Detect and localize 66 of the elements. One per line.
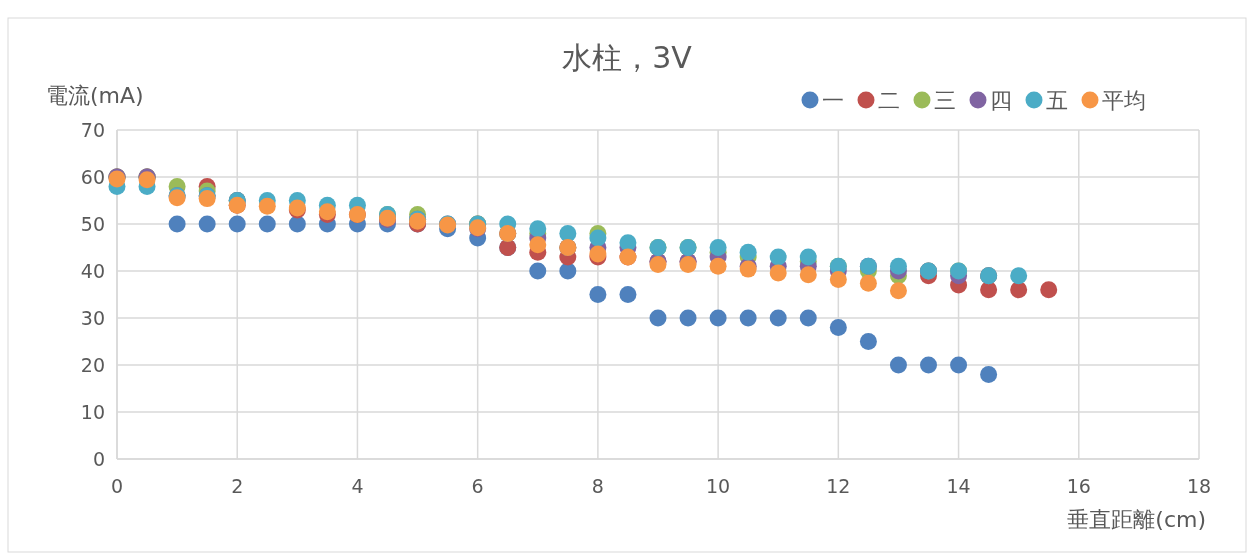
- point: [679, 309, 697, 327]
- point: [769, 309, 787, 327]
- point: [889, 257, 907, 275]
- y-tick-label: 30: [80, 307, 105, 329]
- point: [529, 262, 547, 280]
- x-tick-label: 14: [946, 475, 971, 497]
- point: [258, 215, 276, 233]
- y-tick-label: 0: [92, 448, 105, 470]
- point: [799, 266, 817, 284]
- point: [889, 282, 907, 300]
- x-tick-label: 16: [1066, 475, 1091, 497]
- point: [1040, 281, 1058, 299]
- point: [228, 215, 246, 233]
- legend-label: 平均: [1102, 88, 1146, 113]
- point: [709, 309, 727, 327]
- point: [1010, 267, 1028, 285]
- x-tick-label: 4: [351, 475, 364, 497]
- x-tick-label: 10: [706, 475, 731, 497]
- x-tick-label: 8: [591, 475, 604, 497]
- y-tick-label: 60: [80, 166, 105, 188]
- chart-title: 水柱，3V: [562, 40, 693, 75]
- point: [980, 281, 998, 299]
- point: [589, 229, 607, 247]
- point: [769, 248, 787, 266]
- y-axis-title: 電流(mA): [46, 83, 144, 108]
- point: [709, 239, 727, 256]
- y-tick-label: 50: [80, 213, 105, 235]
- point: [739, 309, 757, 327]
- legend-label: 四: [990, 88, 1012, 113]
- x-tick-label: 0: [110, 475, 124, 497]
- point: [829, 318, 847, 336]
- x-tick-label: 2: [231, 475, 244, 497]
- legend-label: 五: [1046, 88, 1068, 113]
- point: [859, 333, 877, 350]
- legend-label: 一: [822, 88, 844, 113]
- point: [709, 257, 727, 275]
- y-tick-label: 40: [80, 260, 105, 282]
- y-tick-label: 70: [80, 119, 105, 141]
- point: [559, 262, 577, 280]
- x-tick-label: 6: [471, 475, 484, 497]
- point: [649, 309, 667, 327]
- point: [769, 264, 787, 282]
- point: [889, 356, 907, 374]
- point: [829, 270, 847, 288]
- legend-label: 二: [878, 88, 900, 113]
- point: [920, 356, 937, 374]
- point: [168, 215, 186, 233]
- point: [950, 356, 968, 374]
- point: [288, 215, 306, 233]
- x-tick-label: 18: [1186, 475, 1212, 497]
- y-tick-label: 20: [80, 354, 105, 376]
- legend-label: 三: [934, 88, 956, 113]
- point: [589, 286, 607, 303]
- point: [980, 365, 998, 383]
- x-tick-label: 12: [826, 475, 851, 497]
- point: [529, 220, 547, 238]
- y-tick-label: 10: [80, 401, 105, 423]
- point: [799, 309, 817, 327]
- point: [529, 236, 547, 254]
- point: [619, 286, 637, 303]
- point: [198, 215, 216, 233]
- x-axis-title: 垂直距離(cm): [1067, 507, 1206, 532]
- point: [258, 197, 276, 215]
- point: [559, 224, 577, 242]
- point: [799, 248, 817, 266]
- point: [859, 274, 877, 292]
